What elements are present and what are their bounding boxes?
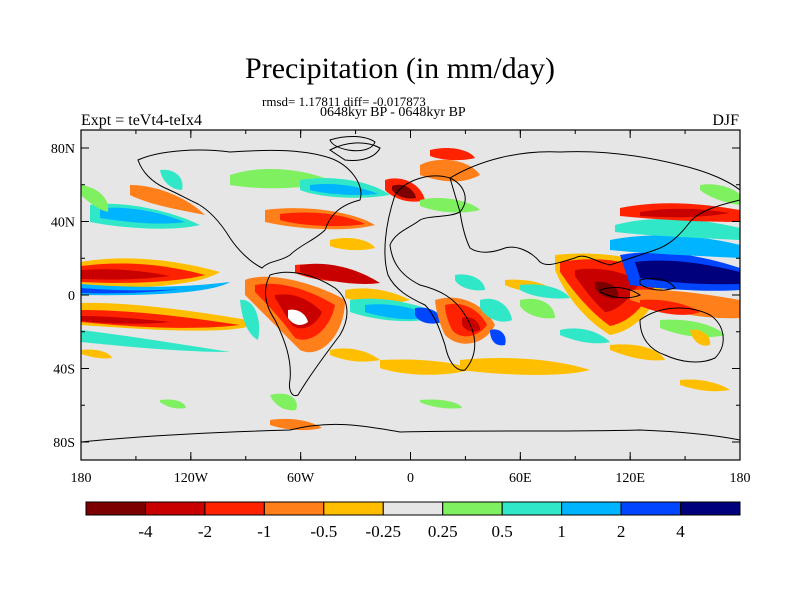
stats-line: rmsd= 1.17811 diff= -0.017873: [262, 94, 426, 109]
colorbar-label: 0.25: [428, 522, 458, 541]
y-tick-label: 80N: [51, 142, 75, 157]
x-tick-label: 60W: [287, 471, 315, 486]
colorbar-label: 0.5: [492, 522, 513, 541]
period-line: 0648kyr BP - 0648kyr BP: [320, 105, 466, 120]
colorbar-label: -2: [198, 522, 212, 541]
colorbar-swatch: [620, 501, 682, 516]
colorbar-swatch: [144, 501, 206, 516]
y-tick-label: 0: [68, 289, 75, 304]
colorbar-label: -4: [138, 522, 153, 541]
x-tick-labels: 180 120W 60W 0 60E 120E 180: [71, 471, 751, 486]
x-tick-label: 0: [407, 471, 414, 486]
plot-title: Precipitation (in mm/day): [245, 52, 555, 85]
colorbar-swatch: [204, 501, 265, 516]
x-tick-label: 60E: [509, 471, 532, 486]
colorbar-swatch: [561, 501, 622, 516]
colorbar-swatch: [442, 501, 503, 516]
x-tick-label: 120E: [615, 471, 645, 486]
colorbar-swatch: [85, 501, 146, 516]
colorbar-labels: -4 -2 -1 -0.5 -0.25 0.25 0.5 1 2 4: [138, 522, 685, 541]
x-tick-label: 120W: [174, 471, 209, 486]
colorbar-swatch: [323, 501, 384, 516]
colorbar-swatch: [263, 501, 325, 516]
colorbar-swatch: [680, 501, 741, 516]
colorbar-swatch: [501, 501, 563, 516]
coastlines: [81, 136, 740, 443]
season-label: DJF: [712, 112, 739, 129]
colorbar-swatch: [382, 501, 444, 516]
colorbar-label: -0.25: [366, 522, 401, 541]
colorbar-label: 1: [557, 522, 566, 541]
axis-ticks: [80, 130, 741, 460]
experiment-label: Expt = teVt4-teIx4: [81, 112, 202, 129]
colorbar-label: -0.5: [310, 522, 337, 541]
colorbar-label: 2: [617, 522, 626, 541]
x-tick-label: 180: [71, 471, 92, 486]
y-tick-label: 40S: [53, 363, 75, 378]
x-tick-label: 180: [730, 471, 751, 486]
colorbar-label: -1: [257, 522, 271, 541]
precip-anomaly-field: [81, 147, 740, 431]
colorbar-label: 4: [676, 522, 685, 541]
y-tick-labels: 80N 40N 0 40S 80S: [51, 142, 75, 451]
y-tick-label: 80S: [53, 436, 75, 451]
colorbar: [85, 501, 741, 516]
y-tick-label: 40N: [51, 216, 75, 231]
